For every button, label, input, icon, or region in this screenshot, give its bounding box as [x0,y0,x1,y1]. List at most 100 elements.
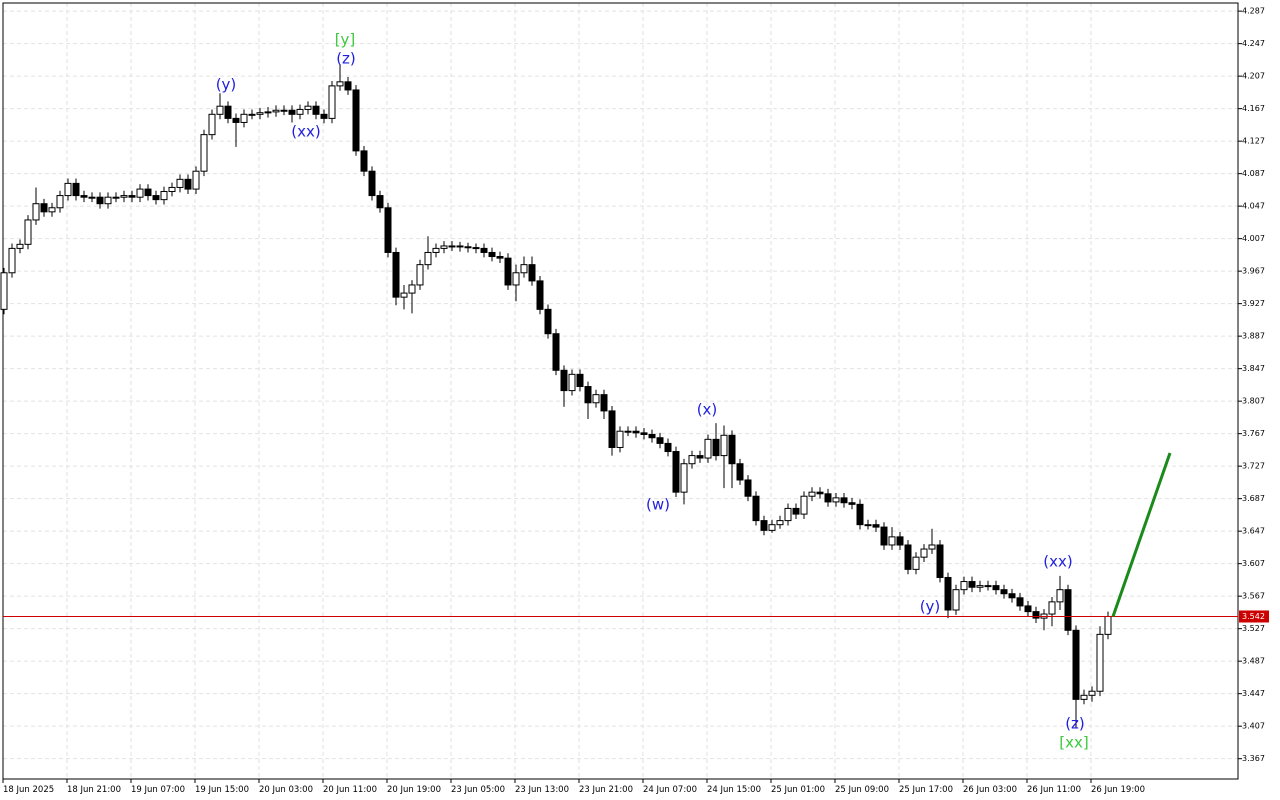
y-tick-label: 3.727 [1242,462,1265,471]
candle-body [424,251,432,266]
candle-body [336,81,344,87]
candle-body [664,442,672,453]
y-tick-label: 4.047 [1242,202,1265,211]
candle-body [1024,605,1032,613]
candle-body [1056,589,1064,603]
candle-body [112,196,120,199]
candle-body [216,105,224,115]
candle-body [976,585,984,588]
candle-body [448,245,456,248]
y-tick-label: 3.447 [1242,689,1265,698]
y-tick-label: 4.087 [1242,169,1265,178]
wave-label: (y) [920,598,941,616]
x-tick-label: 19 Jun 07:00 [131,785,185,795]
candle-body [616,430,624,448]
x-tick-label: 20 Jun 03:00 [259,785,313,795]
candle-body [744,479,752,497]
wave-label: (x) [697,401,718,419]
y-tick-label: 3.487 [1242,657,1265,666]
y-tick-label: 4.127 [1242,137,1265,146]
candle-body [56,195,64,209]
candle-body [528,264,536,282]
candle-body [144,188,152,197]
candle-body [624,430,632,433]
candle-body [72,182,80,197]
candle-body [488,251,496,258]
candle-body [640,432,648,435]
candle-body [40,203,48,213]
candle-body [840,497,848,504]
plot-frame [2,2,1239,780]
candle-body [960,581,968,591]
x-tick-label: 23 Jun 05:00 [451,785,505,795]
candle-body [880,526,888,546]
candle-body [504,257,512,286]
candle-body [48,207,56,213]
x-tick-label: 20 Jun 11:00 [323,785,377,795]
candle-body [16,243,24,249]
candle-body [1000,589,1008,595]
candle-body [288,109,296,115]
wave-label: [xx] [1059,734,1088,752]
candle-body [296,108,304,115]
candle-body [192,170,200,190]
candle-body [800,495,808,515]
candle-body [896,536,904,546]
candle-body [984,585,992,588]
candle-body [416,264,424,286]
candle-body [512,272,520,286]
candle-body [600,394,608,412]
candle-body [440,245,448,249]
candle-body [360,150,368,172]
candle-body [864,524,872,527]
candle-body [8,247,16,274]
candle-body [912,556,920,570]
candle-body [240,113,248,123]
candle-body [320,113,328,119]
candle-body [728,434,736,465]
candle-body [304,105,312,110]
candle-body [272,109,280,113]
candle-body [560,369,568,392]
candle-body [480,247,488,253]
y-tick-label: 3.847 [1242,364,1265,373]
x-tick-label: 25 Jun 09:00 [835,785,889,795]
candle-body [392,251,400,298]
x-tick-label: 25 Jun 01:00 [771,785,825,795]
candle-body [592,394,600,404]
candle-body [576,373,584,388]
candle-body [1008,593,1016,599]
candle-body [248,113,256,116]
candle-body [432,247,440,253]
candle-body [704,438,712,459]
candle-body [0,272,8,310]
x-tick-label: 19 Jun 15:00 [195,785,249,795]
candle-body [824,493,832,503]
current-price-box [1239,610,1269,623]
y-tick-label: 3.767 [1242,429,1265,438]
x-tick-label: 26 Jun 03:00 [963,785,1017,795]
wave-label: (w) [646,496,670,514]
candle-body [496,256,504,259]
candle-body [736,463,744,481]
candle-body [680,463,688,493]
candle-body [328,85,336,119]
candle-body [96,196,104,205]
candle-body [176,178,184,188]
y-tick-label: 4.247 [1242,39,1265,48]
candle-body [224,105,232,119]
candle-body [376,195,384,209]
candle-body [1088,690,1096,696]
y-tick-label: 3.967 [1242,267,1265,276]
y-tick-label: 4.287 [1242,7,1265,16]
candle-body [88,196,96,199]
candle-body [168,186,176,193]
y-tick-label: 3.927 [1242,299,1265,308]
candle-body [672,451,680,493]
candle-body [952,589,960,611]
candle-body [584,386,592,404]
candle-body [368,170,376,197]
candle-body [904,544,912,570]
candle-body [968,581,976,588]
